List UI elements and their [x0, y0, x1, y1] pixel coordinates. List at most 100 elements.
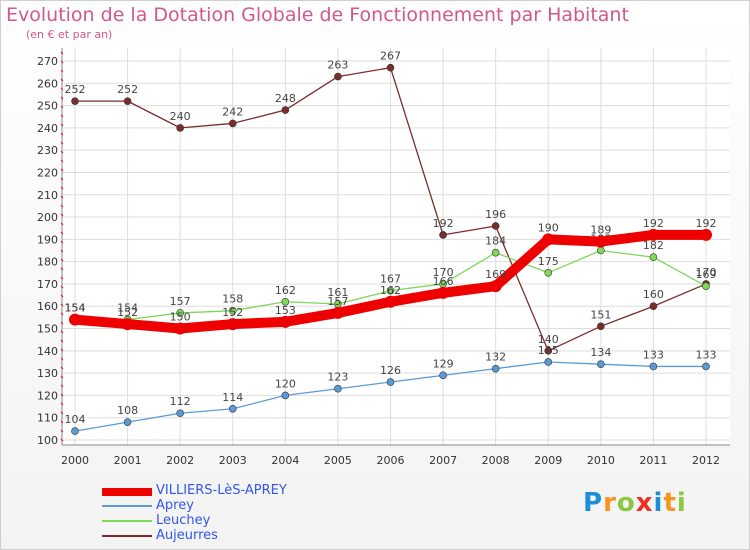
data-label-villiers-l-s-aprey-2007: 166 — [433, 275, 454, 288]
point-aprey-2008 — [491, 364, 500, 373]
data-label-leuchey-2004: 162 — [275, 284, 296, 297]
legend-swatch-aprey — [102, 505, 152, 507]
y-axis-dot — [60, 150, 64, 154]
data-label-aujeurres-2002: 240 — [170, 110, 191, 123]
y-axis-dot — [60, 60, 64, 64]
data-label-leuchey-2009: 175 — [538, 255, 559, 268]
data-label-villiers-l-s-aprey-2001: 152 — [117, 306, 138, 319]
data-label-villiers-l-s-aprey-2008: 169 — [485, 268, 506, 281]
point-aprey-2001 — [123, 418, 132, 426]
y-tick-label-260: 260 — [37, 77, 58, 90]
data-label-aujeurres-2003: 242 — [222, 105, 243, 118]
point-villiers-l-s-aprey-2010 — [594, 235, 607, 248]
y-axis-dot — [60, 375, 64, 379]
logo-letter: i — [676, 488, 687, 518]
x-tick-label-2000: 2000 — [61, 454, 89, 467]
y-axis-dot — [60, 204, 64, 208]
point-leuchey-2002 — [176, 309, 184, 317]
legend-label-leuchey: Leuchey — [156, 513, 211, 528]
y-axis-dot — [60, 321, 64, 325]
data-label-villiers-l-s-aprey-2005: 157 — [327, 295, 348, 308]
y-axis-dot — [60, 366, 64, 370]
y-tick-label-210: 210 — [37, 189, 58, 202]
y-tick-label-190: 190 — [37, 233, 58, 246]
proxiti-logo: Proxiti — [583, 488, 687, 518]
point-leuchey-2010 — [597, 246, 605, 255]
data-label-villiers-l-s-aprey-2012: 192 — [696, 217, 717, 230]
y-axis-dot — [60, 51, 64, 55]
data-label-leuchey-2000: 154 — [65, 302, 86, 315]
y-axis-dot — [60, 276, 64, 280]
data-label-villiers-l-s-aprey-2010: 189 — [590, 224, 611, 237]
x-tick-label-2005: 2005 — [324, 454, 352, 467]
point-villiers-l-s-aprey-2012 — [700, 228, 712, 241]
point-villiers-l-s-aprey-2000 — [69, 313, 81, 326]
point-villiers-l-s-aprey-2004 — [279, 315, 292, 328]
chart-title: Evolution de la Dotation Globale de Fonc… — [6, 4, 629, 26]
data-label-villiers-l-s-aprey-2002: 150 — [170, 311, 191, 324]
plot-area — [62, 48, 730, 445]
y-tick-label-100: 100 — [37, 434, 58, 447]
point-villiers-l-s-aprey-2001 — [121, 318, 134, 331]
legend-swatch-aujeurres — [102, 535, 152, 537]
logo-letter: P — [583, 488, 604, 518]
data-label-leuchey-2005: 161 — [327, 286, 348, 299]
data-label-aujeurres-2010: 151 — [590, 308, 611, 321]
point-leuchey-2009 — [544, 268, 553, 277]
point-leuchey-2004 — [281, 297, 290, 306]
data-label-leuchey-2003: 158 — [222, 293, 243, 306]
y-axis-dot — [60, 114, 64, 118]
point-leuchey-2008 — [491, 248, 500, 257]
logo-letter: o — [616, 488, 636, 518]
y-tick-label-160: 160 — [37, 300, 58, 313]
point-aujeurres-2002 — [176, 124, 184, 132]
data-label-aujeurres-2009: 140 — [538, 333, 559, 346]
y-axis-dot — [60, 402, 64, 406]
data-label-aprey-2010: 134 — [590, 346, 611, 359]
data-label-aujeurres-2007: 192 — [433, 217, 454, 230]
y-axis-dot — [60, 132, 64, 136]
data-label-aprey-2012: 133 — [696, 348, 717, 361]
point-villiers-l-s-aprey-2008 — [489, 280, 502, 293]
point-aujeurres-2006 — [386, 63, 395, 72]
y-axis-dot — [60, 168, 64, 172]
data-label-villiers-l-s-aprey-2009: 190 — [538, 221, 559, 234]
y-tick-label-110: 110 — [37, 412, 58, 425]
y-tick-label-150: 150 — [37, 323, 58, 336]
x-tick-label-2004: 2004 — [271, 454, 299, 467]
data-label-leuchey-2002: 157 — [170, 295, 191, 308]
y-tick-label-170: 170 — [37, 278, 58, 291]
data-label-aujeurres-2004: 248 — [275, 92, 296, 105]
point-aprey-2011 — [649, 362, 658, 371]
logo-letter: r — [603, 488, 617, 518]
point-aprey-2002 — [176, 409, 184, 418]
point-villiers-l-s-aprey-2011 — [647, 228, 660, 241]
point-leuchey-2006 — [386, 286, 395, 295]
point-aujeurres-2000 — [71, 97, 79, 105]
legend-swatch-leuchey — [102, 520, 152, 522]
point-aujeurres-2004 — [281, 106, 290, 114]
y-tick-label-130: 130 — [37, 367, 58, 380]
y-axis-dot — [60, 105, 64, 109]
logo-letter: i — [653, 488, 664, 518]
point-aujeurres-2008 — [491, 222, 500, 230]
point-villiers-l-s-aprey-2009 — [542, 233, 555, 246]
legend-label-villiers: VILLIERS-LèS-APREY — [156, 483, 287, 498]
y-axis-dot — [60, 96, 64, 100]
point-aprey-2004 — [281, 391, 290, 400]
y-axis-dot — [60, 141, 64, 145]
y-axis-dot — [60, 87, 64, 91]
point-aprey-2010 — [597, 360, 605, 369]
y-axis-dot — [60, 123, 64, 127]
data-label-villiers-l-s-aprey-2000: 154 — [65, 302, 86, 315]
data-label-aujeurres-2006: 267 — [380, 50, 401, 63]
data-label-aprey-2000: 104 — [65, 413, 86, 426]
logo-letter: t — [663, 488, 677, 518]
y-axis-dot — [60, 339, 64, 343]
data-label-aprey-2004: 120 — [275, 377, 296, 390]
x-tick-label-2006: 2006 — [377, 454, 405, 467]
y-axis-dot — [60, 357, 64, 361]
x-tick-label-2011: 2011 — [639, 454, 667, 467]
data-label-aprey-2008: 132 — [485, 351, 506, 364]
line-chart: 100 110 120 130 140 150 160 170 180 190 200 210 220 2… — [37, 48, 730, 467]
